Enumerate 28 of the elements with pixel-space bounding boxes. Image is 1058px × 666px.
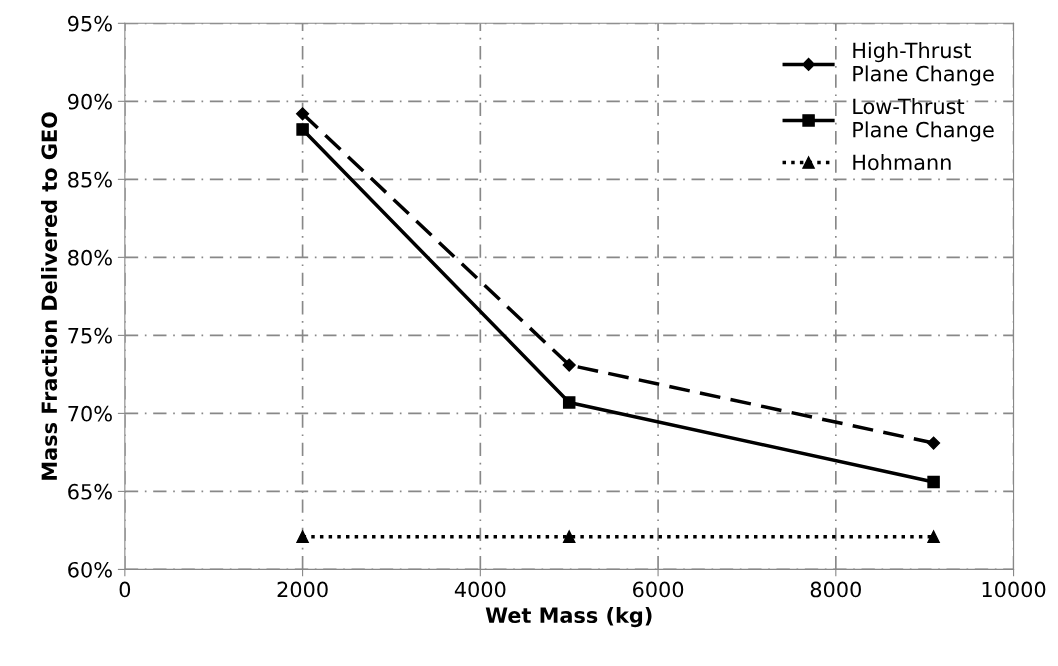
y-tick-label: 85% [68, 171, 112, 188]
x-tick-label: 8000 [810, 581, 861, 598]
point [927, 530, 940, 543]
y-tick-label: 75% [68, 327, 112, 344]
y-tick-label: 95% [68, 15, 112, 32]
point [562, 396, 576, 409]
y-axis-title: Mass Fraction Delivered to GEO [41, 112, 58, 480]
x-axis-title: Wet Mass (kg) [485, 606, 652, 628]
x-tick-label: 0 [119, 581, 131, 598]
point [296, 530, 309, 543]
legend-label: Low-Thrust Plane Change [853, 98, 994, 142]
legend-label: Hohmann [853, 154, 951, 171]
point [927, 475, 940, 489]
point [562, 530, 576, 543]
y-tick-label: 80% [68, 249, 112, 266]
x-tick-label: 6000 [633, 581, 684, 598]
legend-label: High-Thrust Plane Change [853, 42, 994, 86]
y-tick-label: 65% [68, 483, 112, 500]
point [926, 436, 941, 450]
point [295, 107, 310, 121]
x-tick-label: 4000 [454, 581, 506, 598]
x-tick-label: 2000 [277, 581, 328, 598]
y-tick-label: 70% [68, 405, 112, 422]
x-tick-label: 10000 [982, 581, 1046, 598]
point [296, 123, 309, 136]
point [562, 358, 576, 372]
y-tick-label: 90% [68, 93, 112, 110]
y-tick-label: 60% [68, 561, 112, 578]
